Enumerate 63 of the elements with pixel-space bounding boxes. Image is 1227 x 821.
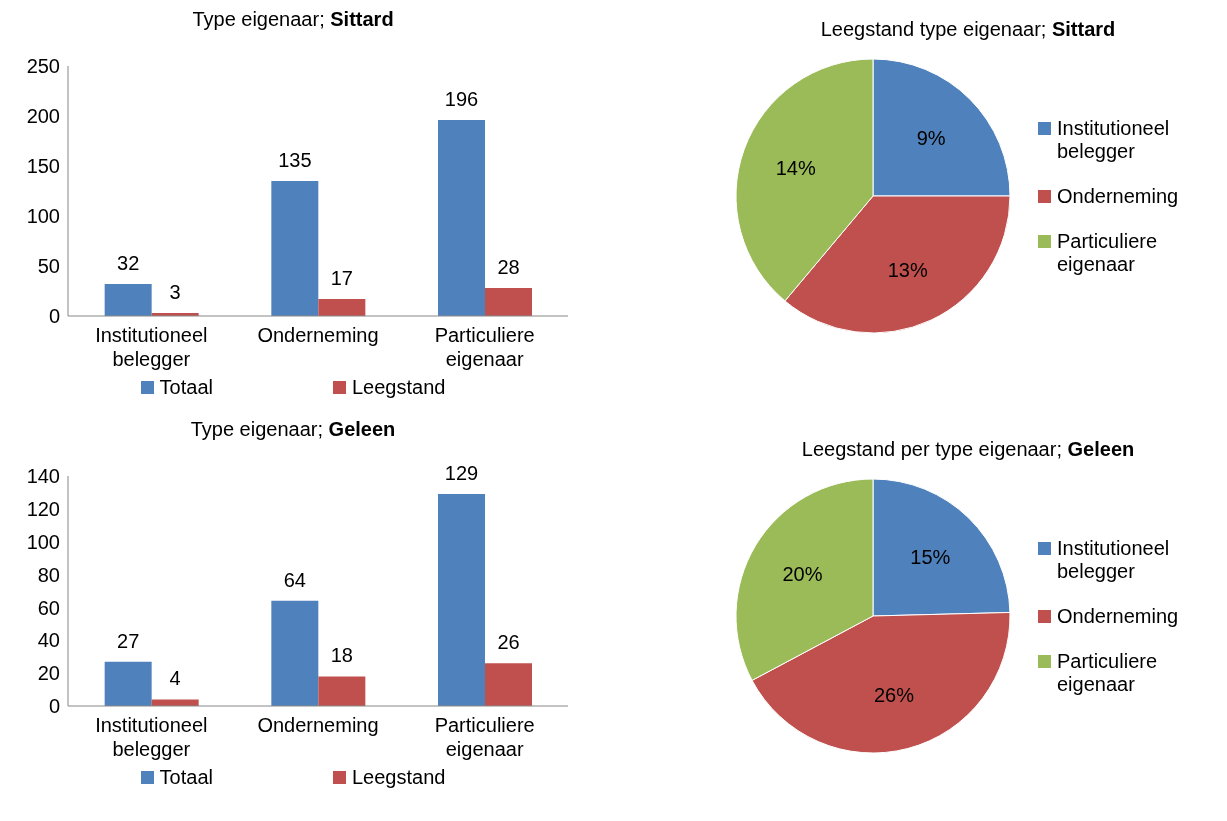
data-label: 17: [330, 267, 353, 289]
data-label: 64: [283, 568, 306, 591]
bar: [104, 284, 152, 316]
y-tick-label: 140: [26, 465, 60, 488]
x-tick-label: Onderneming: [257, 324, 379, 346]
legend-label: Institutioneel belegger: [1057, 116, 1171, 163]
x-tick-label: Particuliere eigenaar: [434, 324, 535, 370]
x-tick-label: Particuliere eigenaar: [434, 714, 535, 760]
chart-title: Leegstand per type eigenaar; Geleen: [800, 438, 1136, 462]
data-label: 135: [278, 149, 312, 171]
data-label: 26: [497, 631, 520, 654]
legend-label: Institutioneel belegger: [1057, 536, 1171, 583]
data-label: 32: [117, 252, 140, 274]
y-tick-label: 100: [26, 530, 60, 553]
legend-label: Particuliere eigenaar: [1057, 229, 1159, 276]
data-label: 4: [169, 667, 181, 690]
y-tick-label: 0: [48, 305, 60, 328]
bar: [485, 663, 532, 706]
bar: [104, 661, 152, 706]
data-label: 20%: [782, 562, 823, 585]
bar: [271, 181, 319, 316]
data-label: 27: [117, 629, 140, 652]
bar: [271, 600, 319, 706]
chart-title: Type eigenaar; Geleen: [189, 418, 397, 442]
legend-label: Particuliere eigenaar: [1057, 649, 1159, 696]
data-label: 18: [330, 644, 353, 667]
legend-label: Totaal: [159, 766, 213, 789]
x-tick-label: Institutioneel belegger: [95, 324, 208, 370]
y-tick-label: 250: [26, 55, 60, 78]
data-label: 9%: [916, 126, 946, 149]
legend-label: Leegstand: [351, 766, 446, 789]
chart-title: Leegstand type eigenaar; Sittard: [819, 18, 1117, 42]
data-label: 13%: [887, 259, 928, 282]
legend-label: Totaal: [159, 376, 213, 399]
chart-title: Type eigenaar; Sittard: [191, 8, 395, 32]
legend-label: Leegstand: [351, 376, 446, 399]
y-tick-label: 150: [26, 155, 60, 178]
y-tick-label: 60: [37, 596, 60, 619]
x-tick-label: Onderneming: [257, 714, 379, 736]
data-label: 129: [444, 462, 479, 485]
y-tick-label: 80: [37, 563, 60, 586]
legend-label: Onderneming: [1057, 604, 1179, 628]
legend-label: Onderneming: [1057, 184, 1179, 208]
x-tick-label: Institutioneel belegger: [95, 714, 208, 760]
y-tick-label: 120: [26, 497, 60, 520]
y-tick-label: 0: [48, 695, 60, 718]
data-label: 196: [444, 88, 479, 110]
y-tick-label: 20: [37, 662, 60, 685]
y-tick-label: 200: [26, 105, 60, 128]
data-label: 26%: [873, 684, 915, 707]
y-tick-label: 40: [37, 629, 60, 652]
y-tick-label: 100: [26, 205, 60, 228]
bar: [438, 120, 485, 316]
data-label: 3: [169, 281, 181, 303]
data-label: 28: [497, 256, 520, 278]
y-tick-label: 50: [37, 255, 60, 278]
bar: [318, 676, 366, 706]
data-label: 14%: [775, 156, 816, 179]
bar: [318, 299, 366, 316]
bar: [485, 288, 532, 316]
bar: [151, 699, 199, 706]
bar: [438, 494, 485, 706]
data-label: 15%: [910, 546, 951, 569]
